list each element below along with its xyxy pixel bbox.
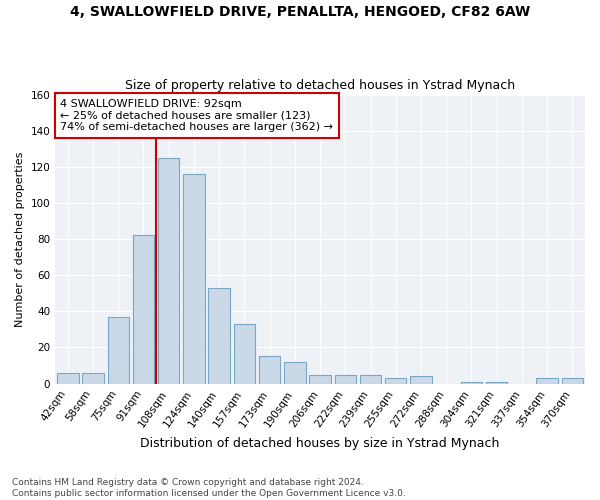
Bar [461,382,482,384]
Bar [82,372,104,384]
Text: 4, SWALLOWFIELD DRIVE, PENALLTA, HENGOED, CF82 6AW: 4, SWALLOWFIELD DRIVE, PENALLTA, HENGOED… [70,5,530,19]
Bar [536,378,558,384]
Bar [259,356,280,384]
Bar [335,374,356,384]
Bar [183,174,205,384]
Text: Contains HM Land Registry data © Crown copyright and database right 2024.
Contai: Contains HM Land Registry data © Crown c… [12,478,406,498]
Bar [284,362,305,384]
Bar [57,372,79,384]
Bar [562,378,583,384]
Bar [310,374,331,384]
Bar [385,378,406,384]
Y-axis label: Number of detached properties: Number of detached properties [15,152,25,326]
Bar [133,236,154,384]
Text: 4 SWALLOWFIELD DRIVE: 92sqm
← 25% of detached houses are smaller (123)
74% of se: 4 SWALLOWFIELD DRIVE: 92sqm ← 25% of det… [61,99,334,132]
Bar [107,316,129,384]
Bar [208,288,230,384]
X-axis label: Distribution of detached houses by size in Ystrad Mynach: Distribution of detached houses by size … [140,437,500,450]
Bar [410,376,432,384]
Bar [158,158,179,384]
Bar [233,324,255,384]
Bar [486,382,508,384]
Bar [360,374,381,384]
Title: Size of property relative to detached houses in Ystrad Mynach: Size of property relative to detached ho… [125,79,515,92]
